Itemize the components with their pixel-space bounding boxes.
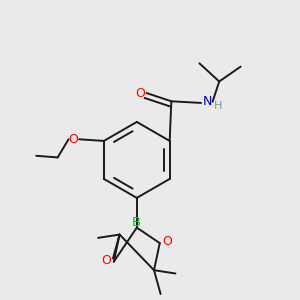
Text: B: B <box>132 216 141 229</box>
Text: O: O <box>102 254 112 266</box>
Text: N: N <box>202 95 212 108</box>
Text: O: O <box>162 235 172 248</box>
Text: H: H <box>214 101 222 111</box>
Text: O: O <box>136 86 146 100</box>
Text: O: O <box>68 133 78 146</box>
